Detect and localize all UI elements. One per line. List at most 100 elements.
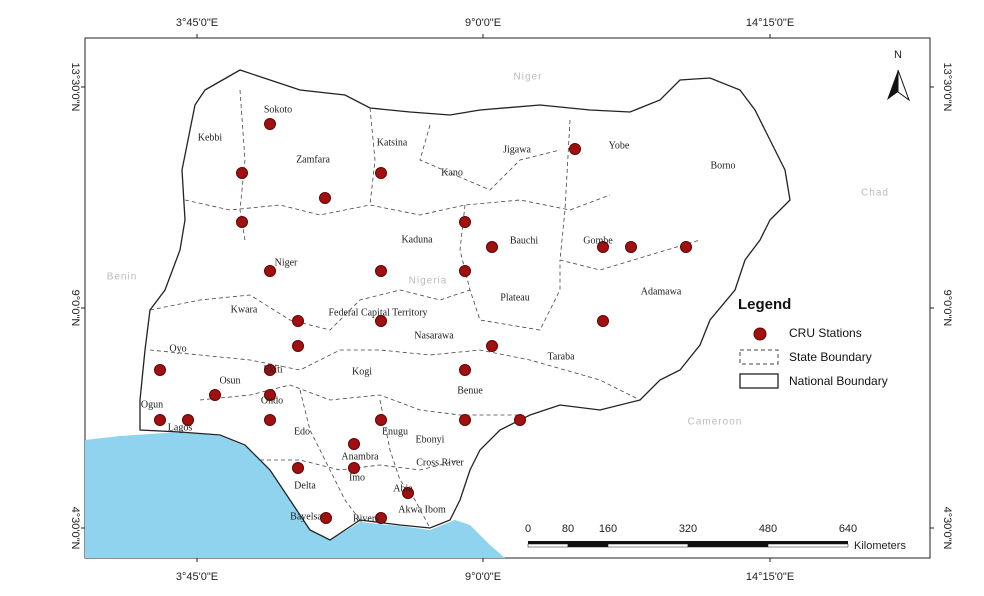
state-boundary bbox=[299, 389, 361, 521]
country-label: Cameroon bbox=[688, 417, 743, 428]
scale-bar-label: 160 bbox=[599, 523, 617, 535]
cru-station bbox=[264, 389, 276, 401]
legend: Legend CRU Stations State Boundary Natio… bbox=[738, 296, 888, 389]
cru-station bbox=[486, 340, 498, 352]
state-boundary bbox=[559, 119, 701, 271]
cru-station bbox=[375, 512, 387, 524]
cru-station bbox=[375, 315, 387, 327]
longitude-label: 14°15'0"E bbox=[746, 571, 794, 583]
cru-station bbox=[597, 241, 609, 253]
scale-bar-segment bbox=[528, 541, 568, 544]
scale-bar-unit: Kilometers bbox=[854, 540, 906, 552]
national-boundary bbox=[139, 69, 791, 541]
cru-station bbox=[264, 118, 276, 130]
state-label: Osun bbox=[219, 375, 240, 386]
latitude-label: 13°30'0"N bbox=[69, 63, 81, 112]
scale-bar-label: 80 bbox=[562, 523, 574, 535]
state-label: Ogun bbox=[141, 399, 163, 410]
state-label: Benue bbox=[457, 385, 483, 396]
state-label: Bauchi bbox=[510, 235, 539, 246]
scale-bar-segment bbox=[687, 543, 769, 548]
state-label: Ekiti bbox=[263, 364, 283, 375]
scale-bar-segment bbox=[527, 543, 569, 548]
state-label: Akwa Ibom bbox=[398, 504, 446, 515]
cru-station bbox=[348, 438, 360, 450]
state-boundaries bbox=[149, 89, 701, 529]
cru-station bbox=[292, 315, 304, 327]
cru-station bbox=[625, 241, 637, 253]
longitude-label: 3°45'0"E bbox=[176, 571, 218, 583]
scale-bar-segment bbox=[608, 541, 688, 544]
cru-station bbox=[459, 364, 471, 376]
country-label: Niger bbox=[514, 72, 543, 83]
country-label: Nigeria bbox=[409, 276, 448, 287]
cru-station bbox=[292, 462, 304, 474]
scale-bar-label: 0 bbox=[525, 523, 531, 535]
state-label: Niger bbox=[275, 257, 298, 268]
north-arrow: N bbox=[887, 49, 911, 102]
scale-bar-segment bbox=[607, 543, 689, 548]
cru-station bbox=[375, 414, 387, 426]
state-boundary bbox=[199, 384, 520, 416]
state-label: Ebonyi bbox=[416, 434, 445, 445]
cru-station bbox=[264, 414, 276, 426]
scale-bar-label: 640 bbox=[839, 523, 857, 535]
legend-national-symbol bbox=[739, 373, 779, 389]
latitude-label: 9°0'0"N bbox=[941, 290, 953, 327]
state-label: Rivers bbox=[353, 513, 379, 524]
latitude-label: 4°30'0"N bbox=[941, 507, 953, 550]
state-label: Imo bbox=[349, 472, 365, 483]
state-boundary bbox=[149, 289, 471, 331]
state-label: Taraba bbox=[547, 351, 575, 362]
state-label: Lagos bbox=[168, 422, 193, 433]
north-arrow-left bbox=[887, 70, 898, 100]
cru-station bbox=[569, 143, 581, 155]
state-label: Enugu bbox=[382, 426, 408, 437]
scale-bar-label: 320 bbox=[679, 523, 697, 535]
state-label: Anambra bbox=[341, 451, 379, 462]
sea bbox=[85, 432, 505, 558]
longitude-label: 9°0'0"E bbox=[465, 17, 501, 29]
state-boundary bbox=[184, 194, 611, 216]
cru-station bbox=[597, 315, 609, 327]
state-label: Adamawa bbox=[641, 286, 682, 297]
cru-station bbox=[402, 487, 414, 499]
cru-station bbox=[236, 216, 248, 228]
state-label: Kebbi bbox=[198, 132, 223, 143]
state-label: Plateau bbox=[500, 292, 529, 303]
country-label: Chad bbox=[861, 188, 889, 199]
legend-item: State Boundary bbox=[789, 350, 872, 364]
cru-station bbox=[459, 216, 471, 228]
longitude-label: 3°45'0"E bbox=[176, 17, 218, 29]
cru-station bbox=[182, 414, 194, 426]
cru-station bbox=[375, 265, 387, 277]
cru-station bbox=[459, 414, 471, 426]
cru-station bbox=[320, 512, 332, 524]
state-label: Abia bbox=[393, 483, 413, 494]
state-label: Oyo bbox=[169, 343, 186, 354]
state-label: Delta bbox=[294, 480, 316, 491]
scale-bar-segment bbox=[567, 543, 609, 548]
state-boundary bbox=[369, 107, 376, 206]
scale-bar-segment bbox=[768, 541, 848, 544]
state-label: Kaduna bbox=[401, 234, 433, 245]
cru-station bbox=[375, 167, 387, 179]
state-label: Jigawa bbox=[503, 144, 531, 155]
cru-station bbox=[680, 241, 692, 253]
legend-station-symbol bbox=[753, 327, 767, 341]
legend-title: Legend bbox=[738, 296, 791, 313]
state-label: Kogi bbox=[352, 366, 372, 377]
state-label: Yobe bbox=[609, 140, 630, 151]
cru-station bbox=[264, 364, 276, 376]
state-label: Kwara bbox=[231, 304, 258, 315]
cru-station bbox=[264, 265, 276, 277]
latitude-label: 13°30'0"N bbox=[941, 63, 953, 112]
scale-bar-label: 480 bbox=[759, 523, 777, 535]
north-arrow-right bbox=[897, 69, 911, 102]
state-boundary bbox=[459, 204, 561, 331]
legend-item: National Boundary bbox=[789, 374, 888, 388]
state-label: Ondo bbox=[261, 395, 283, 406]
north-label: N bbox=[894, 49, 902, 61]
state-boundary bbox=[260, 459, 461, 471]
